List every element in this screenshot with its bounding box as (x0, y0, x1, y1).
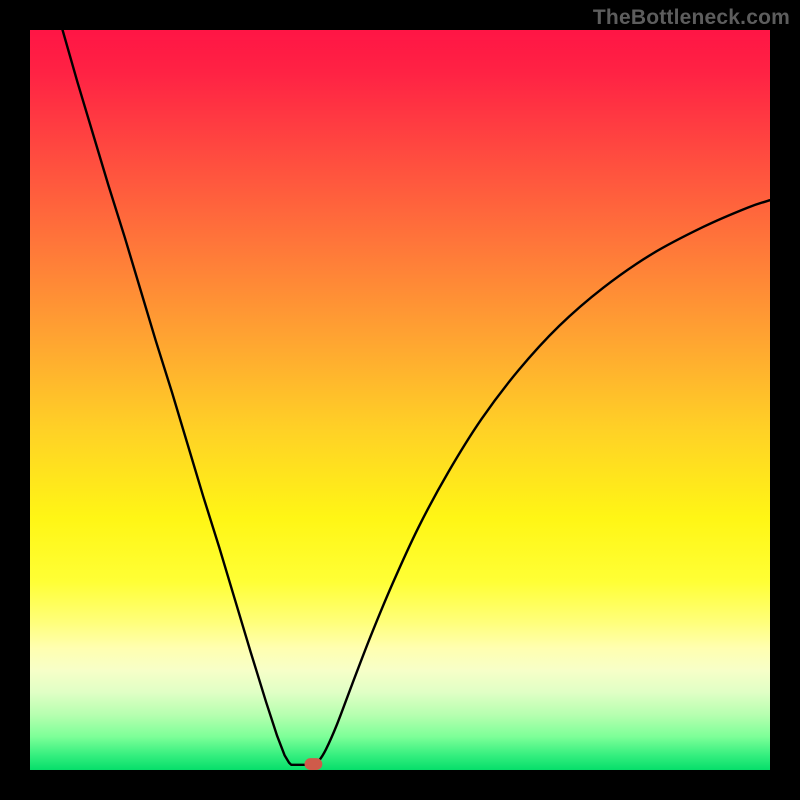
curve-layer (30, 30, 770, 770)
chart-frame: TheBottleneck.com (0, 0, 800, 800)
v-curve (63, 30, 770, 765)
plot-area (30, 30, 770, 770)
optimum-marker (305, 758, 323, 770)
watermark-text: TheBottleneck.com (593, 6, 790, 30)
